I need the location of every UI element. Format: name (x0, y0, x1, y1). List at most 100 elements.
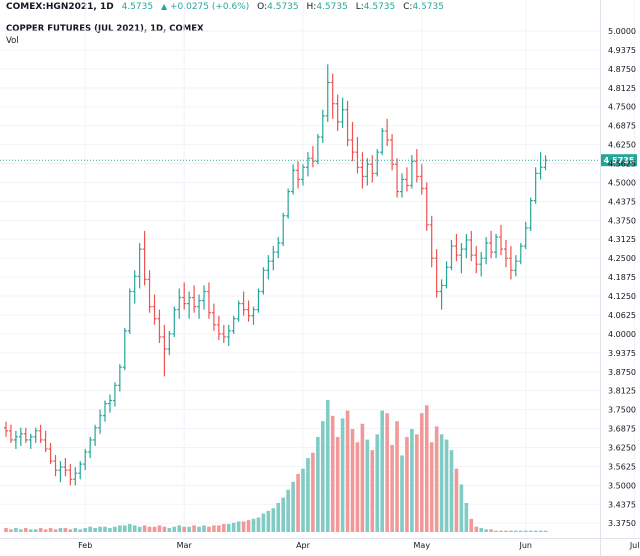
volume-bar (241, 521, 246, 532)
ohlc-bar (528, 197, 533, 231)
y-tick-label: 3.8125 (608, 387, 636, 396)
volume-bar (479, 528, 483, 532)
volume-bar (509, 530, 513, 532)
y-tick-label: 4.1875 (608, 273, 636, 282)
volume-bar (504, 530, 508, 532)
high-value: 4.5735 (316, 2, 348, 12)
ohlc-bar (83, 448, 88, 471)
ohlc-bar (23, 427, 28, 443)
ohlc-bar (276, 236, 281, 259)
y-tick-label: 4.4375 (608, 197, 636, 206)
y-tick-label: 4.1250 (608, 292, 636, 301)
volume-bar (484, 529, 488, 532)
ohlc-bar (266, 255, 271, 280)
volume-bar (281, 497, 285, 532)
ohlc-bar (513, 255, 518, 277)
ohlc-bar (216, 315, 221, 340)
ohlc-bar (187, 291, 192, 319)
ohlc-bar (320, 109, 325, 144)
y-tick-label: 3.9375 (608, 349, 636, 358)
ohlc-bar (112, 382, 117, 407)
volume-bar (316, 436, 320, 532)
volume-bar (103, 526, 107, 532)
ohlc-bar (385, 118, 390, 147)
ohlc-bar (147, 270, 152, 313)
x-tick-label: Mar (177, 541, 193, 550)
volume-bar (93, 528, 97, 532)
volume-bar (157, 525, 162, 532)
volume-bar (63, 528, 68, 532)
volume-bar (167, 528, 172, 532)
y-tick-label: 3.6250 (608, 443, 636, 452)
price-bars (4, 64, 548, 486)
ohlc-bar (68, 464, 73, 486)
ohlc-bar (182, 282, 187, 310)
ohlc-bar (43, 430, 48, 453)
volume-bar (420, 413, 424, 532)
volume-bar (127, 524, 132, 532)
ohlc-bar (13, 430, 18, 449)
volume-bar (152, 526, 157, 532)
ohlc-bar (315, 134, 320, 165)
volume-bar (370, 450, 375, 532)
ohlc-bar (167, 330, 172, 356)
volume-bar (514, 530, 518, 532)
ohlc-bar (350, 121, 355, 162)
symbol-label[interactable]: COMEX:HGN2021, 1D (6, 2, 114, 12)
ohlc-bar (107, 394, 112, 413)
volume-bar (355, 442, 360, 532)
volume-bars (4, 400, 548, 532)
ohlc-bar (206, 282, 211, 319)
ohlc-bar (523, 221, 528, 250)
volume-bar (469, 518, 474, 532)
ohlc-bar (28, 433, 33, 449)
ohlc-bar (335, 94, 340, 131)
open-value: 4.5735 (267, 2, 299, 12)
ohlc-bar (137, 243, 142, 289)
up-arrow-icon: ▲ (160, 2, 168, 11)
ohlc-bar (93, 424, 98, 446)
volume-bar (78, 529, 83, 532)
volume-bar (494, 530, 498, 532)
ohlc-bar (211, 303, 216, 331)
volume-bar (454, 468, 459, 532)
volume-bar (43, 529, 48, 532)
ohlc-bar (78, 461, 83, 480)
y-tick-label: 3.5625 (608, 462, 636, 471)
volume-bar (405, 436, 409, 532)
ohlc-bar (355, 137, 360, 174)
ohlc-bar (88, 436, 93, 459)
y-tick-label: 4.8750 (608, 65, 636, 74)
last-price-badge-label: 4.5735 (604, 156, 635, 165)
ohlc-bar (221, 324, 226, 343)
ohlc-bar (236, 300, 241, 322)
ohlc-bar (330, 73, 335, 119)
ohlc-bar (310, 146, 315, 168)
volume-bar (9, 529, 13, 532)
volume-bar (306, 458, 310, 532)
close-value: 4.5735 (412, 2, 444, 12)
ohlc-bar (499, 224, 503, 256)
volume-label: Vol (6, 36, 19, 46)
ohlc-bar (345, 100, 350, 147)
last-price-badge (601, 154, 637, 167)
ohlc-bar (152, 294, 157, 325)
ohlc-bar (409, 155, 414, 189)
volume-bar (118, 525, 122, 532)
y-tick-label: 4.6875 (608, 122, 636, 131)
y-tick-label: 3.4375 (608, 500, 636, 509)
volume-bar (202, 525, 206, 532)
ohlc-bar (419, 164, 424, 195)
ohlc-bar (48, 442, 53, 465)
ohlc-bar (533, 167, 538, 204)
ohlc-bar (197, 294, 202, 319)
x-tick-label: Feb (78, 541, 92, 550)
volume-bar (434, 426, 439, 532)
ohlc-bar (33, 427, 38, 443)
volume-bar (192, 525, 196, 532)
volume-bar (113, 526, 117, 532)
ohlc-bar (261, 267, 266, 295)
volume-bar (489, 529, 493, 532)
volume-bar (271, 508, 276, 532)
